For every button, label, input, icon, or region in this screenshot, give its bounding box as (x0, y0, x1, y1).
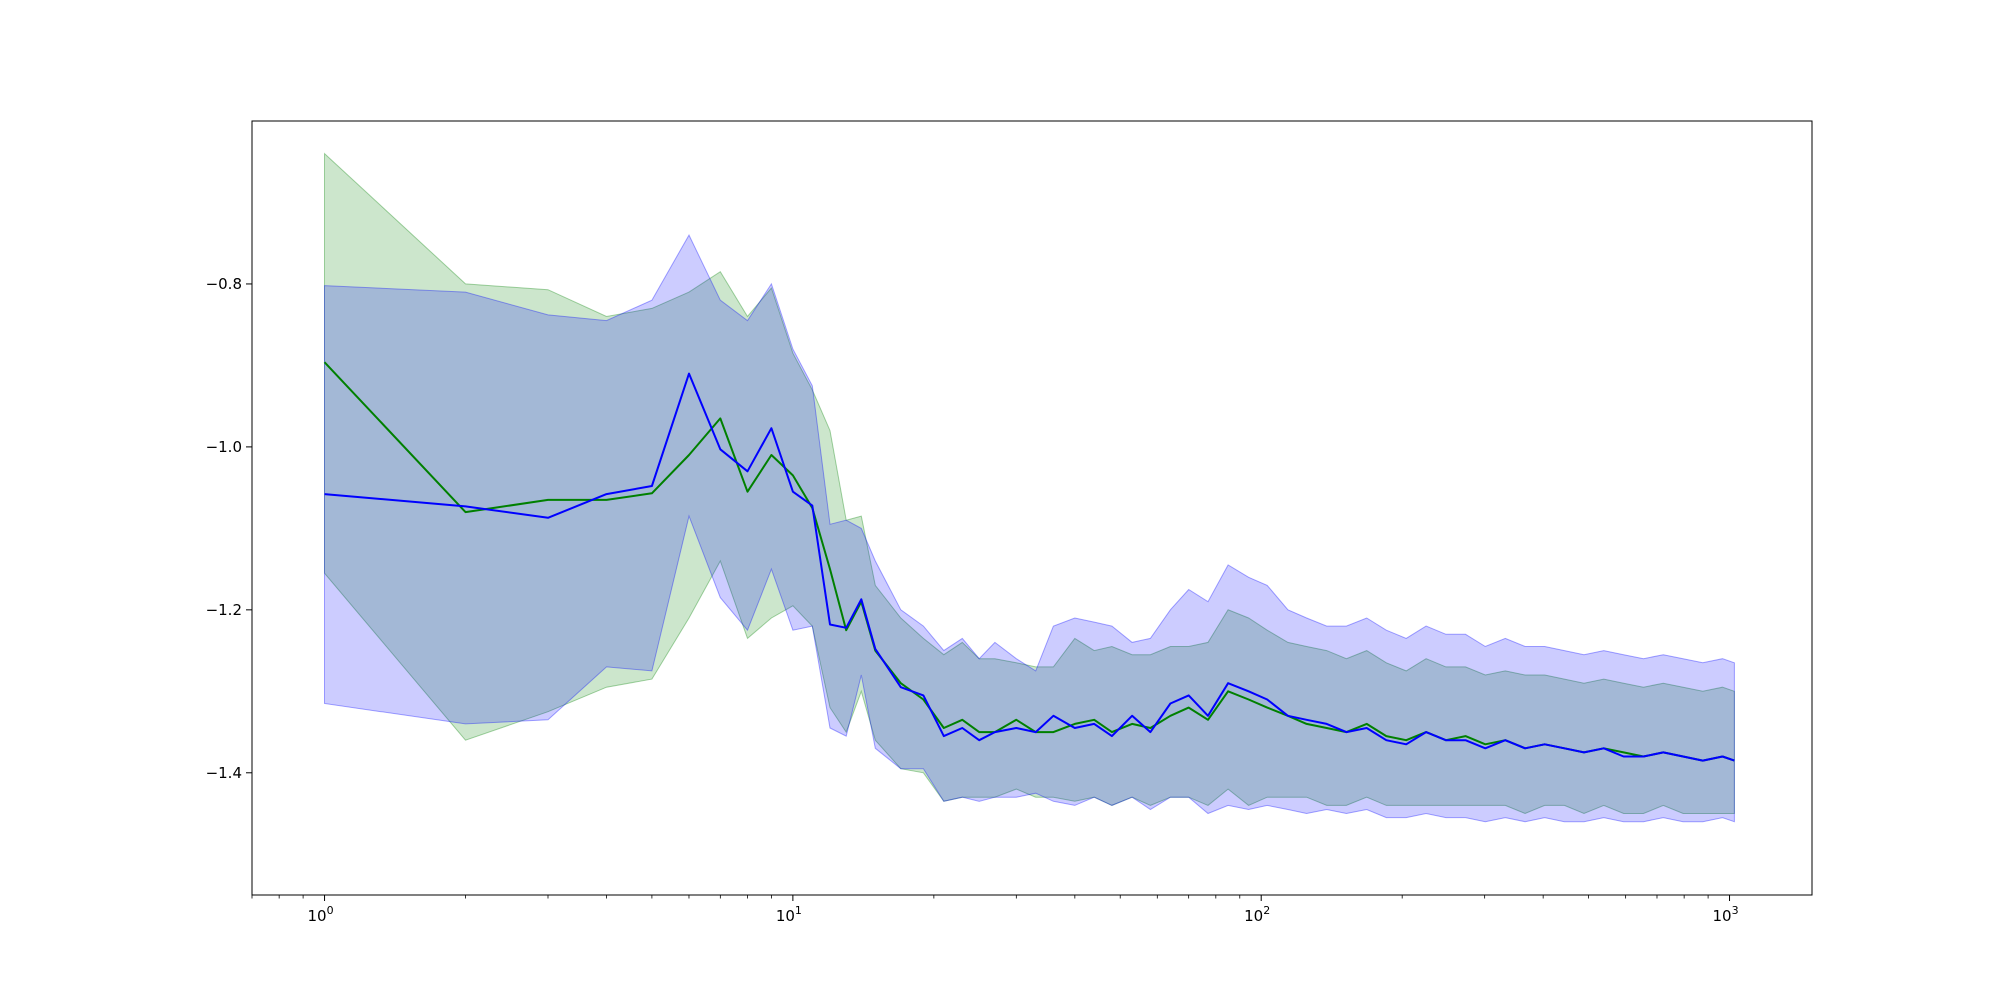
x-axis-ticks: 100 101 102 103 (251, 895, 1739, 925)
series-2-line (324, 372, 1735, 762)
y-tick-label: −1.4 (206, 764, 242, 782)
x-tick-label: 102 (1244, 904, 1270, 925)
y-tick-label: −1.0 (206, 438, 242, 456)
confidence-bands (324, 152, 1735, 823)
series-lines (323, 361, 1735, 762)
series-1-band (324, 152, 1735, 815)
x-tick-label: 103 (1712, 904, 1738, 925)
series-2-band (324, 234, 1735, 823)
y-axis-ticks: −0.8 −1.0 −1.2 −1.4 (206, 275, 252, 782)
x-tick-label: 101 (776, 904, 802, 925)
plot-frame (251, 120, 1813, 896)
y-tick-label: −0.8 (206, 275, 242, 293)
y-tick-label: −1.2 (206, 601, 242, 619)
x-tick-label: 100 (307, 904, 333, 925)
